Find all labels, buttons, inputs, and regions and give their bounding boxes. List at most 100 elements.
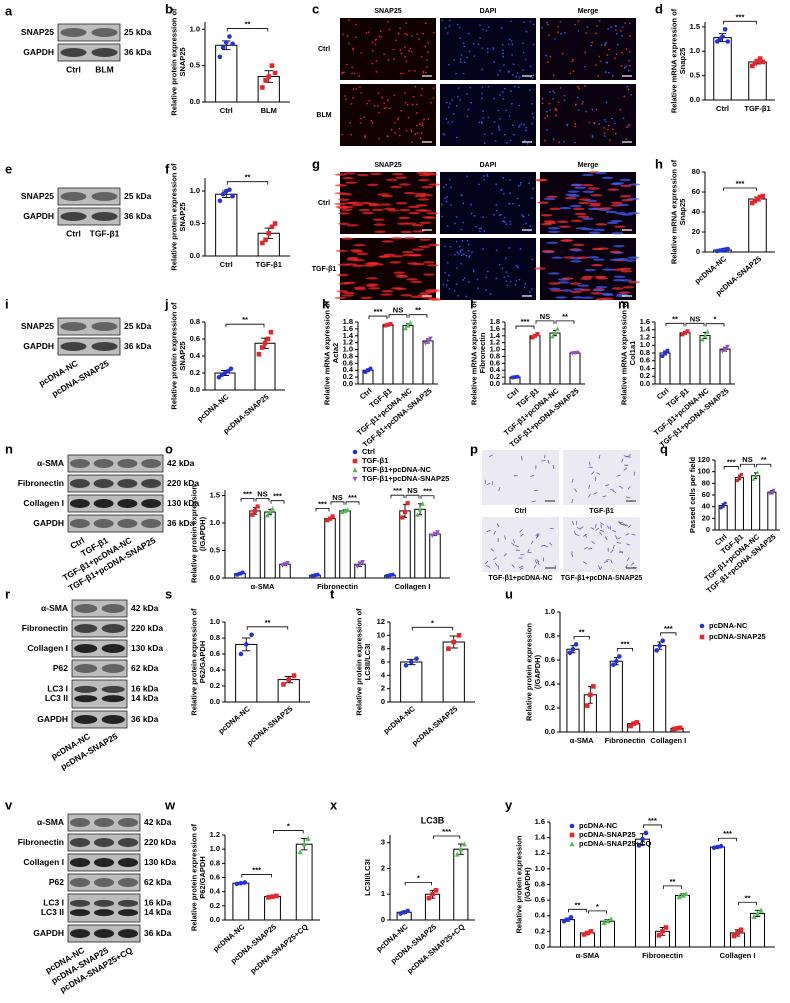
cell <box>371 121 374 124</box>
panel-letter: c <box>312 1 319 16</box>
cell <box>420 94 423 97</box>
cell <box>621 198 634 202</box>
cell <box>499 94 501 96</box>
cell <box>414 209 427 212</box>
cell <box>532 23 535 26</box>
y-tick-label: 0.8 <box>210 633 220 642</box>
cell <box>381 240 394 243</box>
cell <box>625 65 628 68</box>
data-point <box>657 643 662 648</box>
cell <box>363 264 376 267</box>
cell <box>574 23 576 26</box>
significance-bracket <box>225 323 265 328</box>
y-tick-label: 0.8 <box>210 858 220 867</box>
blot-size: 25 kDa <box>124 321 152 331</box>
data-point <box>737 475 741 480</box>
cell <box>482 248 484 251</box>
bar <box>713 37 732 101</box>
bar <box>422 340 434 385</box>
cell <box>603 127 605 129</box>
cell <box>548 282 561 285</box>
y-tick-label: 1.4 <box>490 331 501 340</box>
cell <box>576 85 579 88</box>
data-point <box>718 843 724 849</box>
bar <box>566 648 580 733</box>
cell <box>486 270 489 273</box>
legend-label: TGF-β1+pcDNA-NC <box>362 465 432 474</box>
blot-size: 130 kDa <box>167 498 199 508</box>
cell <box>563 140 565 143</box>
y-axis-label: Passed cells per field <box>688 456 697 533</box>
significance-label: ** <box>562 312 568 321</box>
blot-strip <box>67 514 164 533</box>
cell <box>564 193 577 197</box>
cell <box>573 531 577 536</box>
y-tick-label: 0.4 <box>545 679 556 688</box>
blot-band <box>69 878 91 887</box>
data-point <box>238 651 244 657</box>
cell <box>559 206 572 210</box>
significance-bracket <box>663 885 682 889</box>
cell <box>499 69 502 72</box>
panel-letter: a <box>5 3 13 18</box>
significance-bracket <box>723 20 757 25</box>
y-tick-label: 20 <box>702 513 710 522</box>
blot-label: SNAP25 <box>21 27 54 37</box>
cell <box>552 138 555 141</box>
cell <box>495 277 498 280</box>
cell <box>445 101 448 104</box>
cell <box>365 284 378 287</box>
blot-band <box>74 624 98 633</box>
cell <box>490 548 495 552</box>
cell <box>569 72 572 75</box>
cell <box>581 227 594 231</box>
cell <box>359 122 362 125</box>
significance-label: NS <box>540 312 550 321</box>
cell <box>341 133 344 136</box>
cell <box>397 118 399 121</box>
cell <box>468 256 471 259</box>
lane-label: TGF-β1 <box>90 228 120 238</box>
cell <box>547 23 550 26</box>
cell <box>555 114 558 117</box>
panel-letter: n <box>5 441 13 456</box>
significance-label: ** <box>672 314 678 323</box>
cell <box>337 222 350 226</box>
data-point <box>403 325 408 331</box>
cell <box>596 472 601 475</box>
cell <box>576 527 581 530</box>
cell <box>505 223 508 226</box>
cell <box>623 455 628 458</box>
cell <box>581 173 594 177</box>
y-tick-label: 0.0 <box>210 573 220 582</box>
cell <box>592 289 605 292</box>
cell <box>531 122 534 125</box>
cell <box>578 87 581 90</box>
cell <box>341 72 344 74</box>
data-point <box>368 366 373 371</box>
cell <box>618 520 622 525</box>
cell <box>483 230 486 233</box>
cell <box>374 39 377 41</box>
significance-label: NS <box>407 486 417 495</box>
data-point <box>643 830 649 836</box>
column-header: DAPI <box>480 162 497 169</box>
cell <box>509 280 512 283</box>
cell <box>595 108 598 111</box>
y-tick-label: 0.0 <box>190 97 200 106</box>
cell <box>448 19 451 22</box>
cell <box>349 121 352 124</box>
cell <box>524 58 527 61</box>
cell <box>408 211 421 215</box>
cell <box>621 25 624 28</box>
cell <box>483 133 486 136</box>
cell <box>518 278 521 281</box>
blot-band <box>60 212 87 221</box>
y-tick-label: 100 <box>697 467 710 476</box>
cell <box>361 211 374 215</box>
y-axis-label: SNAP25 <box>178 341 187 370</box>
cell <box>493 213 495 216</box>
column-header: Merge <box>578 162 599 169</box>
y-tick-label: 0.0 <box>343 379 353 388</box>
cell <box>398 216 411 220</box>
